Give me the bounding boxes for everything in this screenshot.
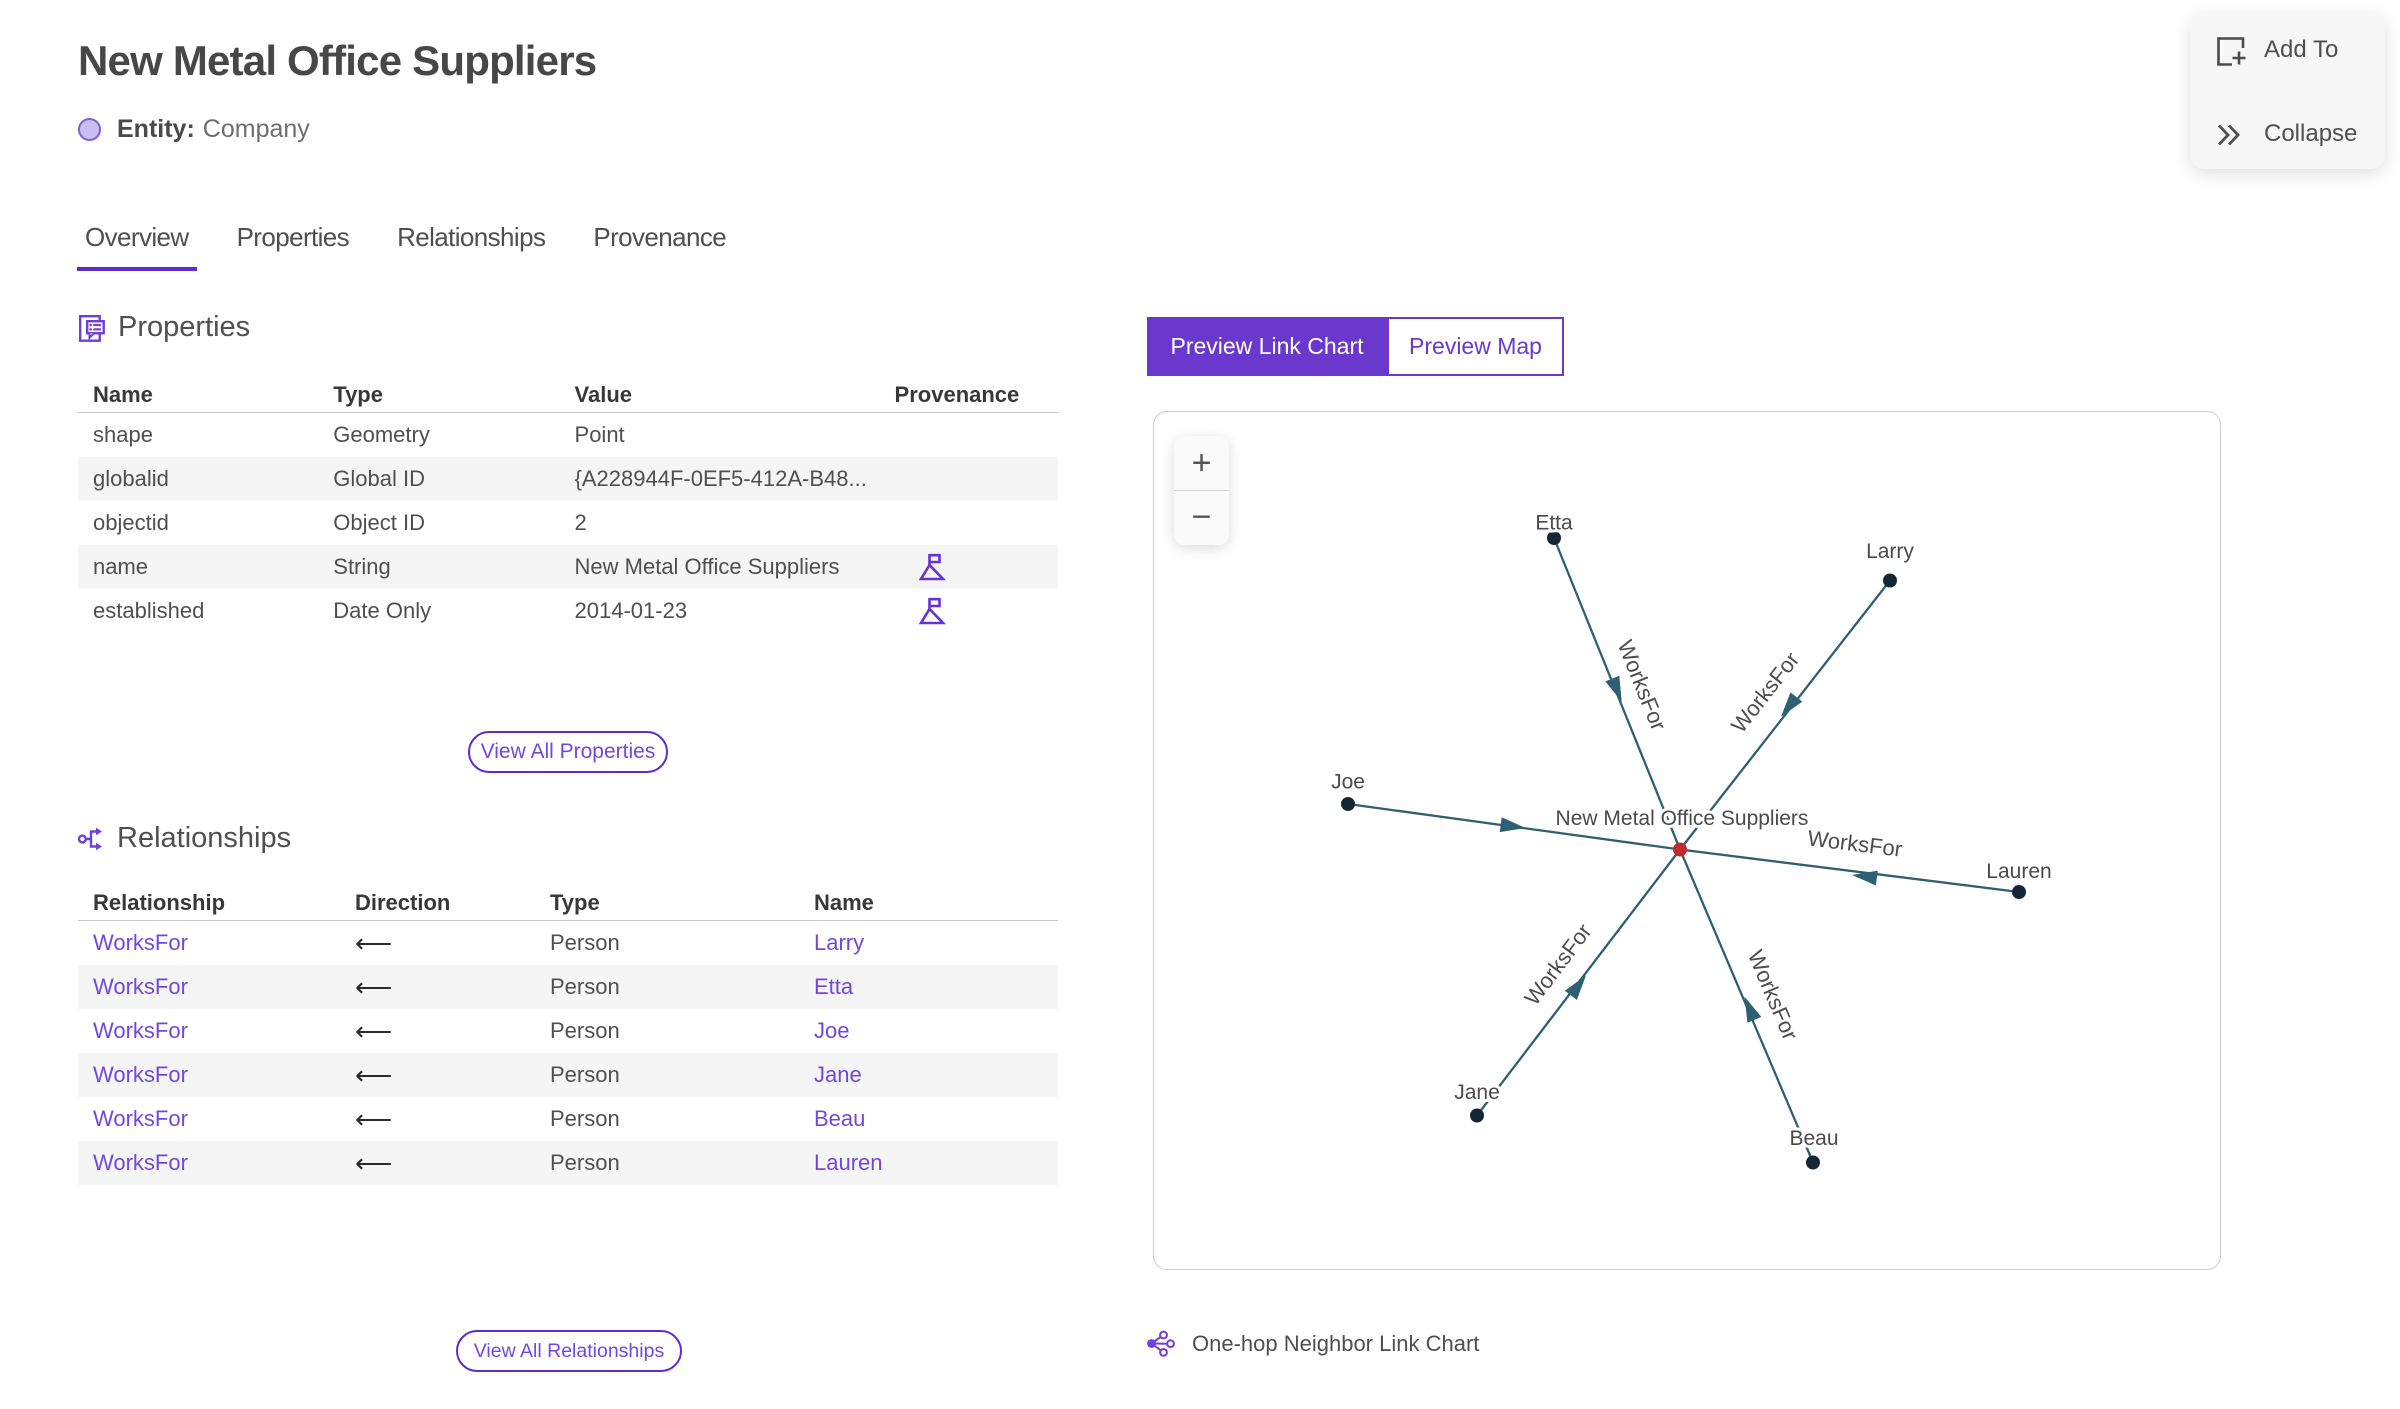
- svg-text:Beau: Beau: [1789, 1127, 1838, 1150]
- svg-text:WorksFor: WorksFor: [1743, 946, 1803, 1043]
- svg-text:WorksFor: WorksFor: [1519, 919, 1596, 1010]
- svg-text:WorksFor: WorksFor: [1806, 825, 1903, 861]
- svg-text:Jane: Jane: [1454, 1081, 1500, 1104]
- svg-text:Joe: Joe: [1331, 771, 1365, 794]
- svg-text:Lauren: Lauren: [1986, 860, 2051, 883]
- svg-text:WorksFor: WorksFor: [1613, 636, 1672, 733]
- svg-text:Etta: Etta: [1535, 512, 1573, 535]
- svg-text:New Metal Office Suppliers: New Metal Office Suppliers: [1556, 807, 1809, 830]
- svg-text:WorksFor: WorksFor: [1726, 647, 1804, 737]
- svg-text:Larry: Larry: [1866, 540, 1914, 563]
